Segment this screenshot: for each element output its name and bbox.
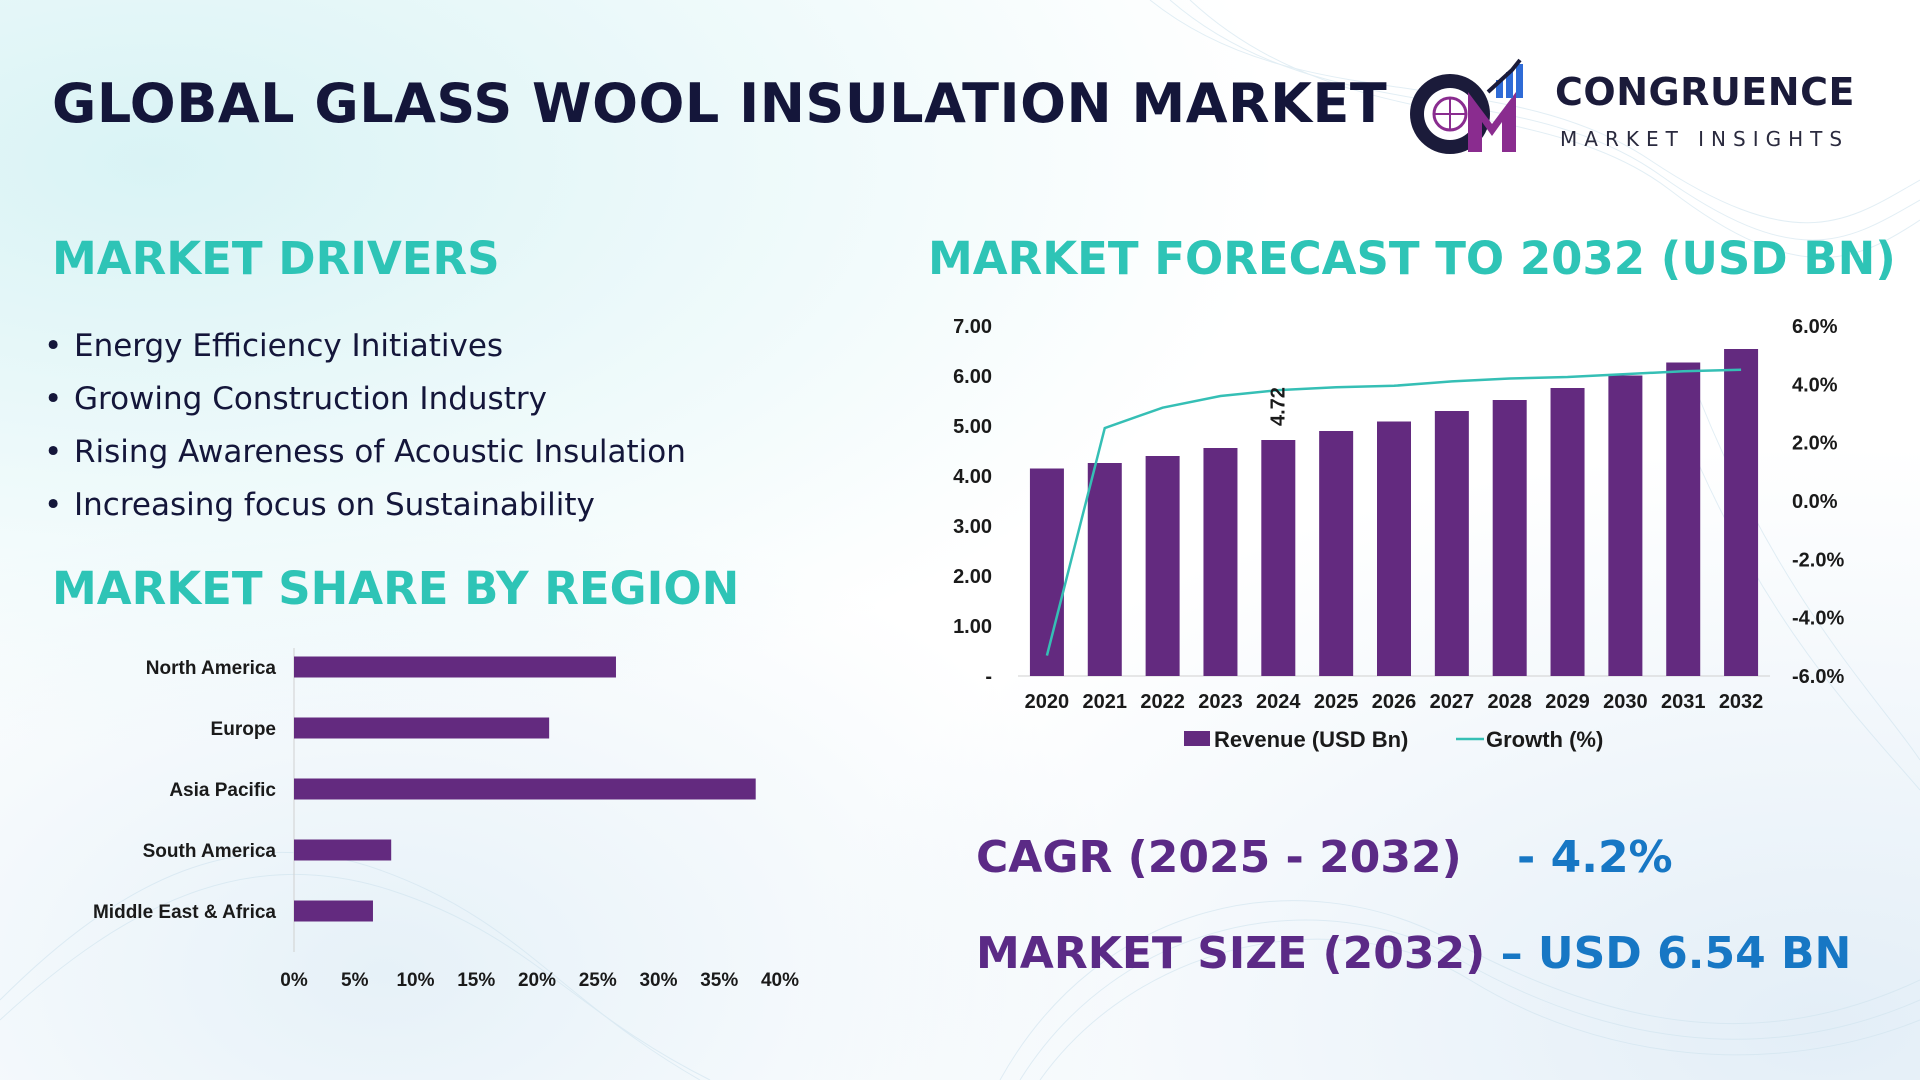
region-x-tick-label: 25% [579, 970, 617, 991]
logo-mark-icon [1410, 58, 1523, 154]
region-share-heading: MARKET SHARE BY REGION [52, 562, 740, 615]
revenue-bar [1377, 421, 1411, 676]
forecast-year-label: 2032 [1719, 691, 1764, 713]
cagr-label: CAGR (2025 - 2032) [976, 832, 1462, 883]
region-bar [294, 900, 373, 922]
company-logo: CONGRUENCE MARKET INSIGHTS [1400, 52, 1870, 162]
forecast-year-label: 2029 [1545, 691, 1590, 713]
forecast-left-tick-label: 3.00 [953, 516, 992, 538]
revenue-data-label: 4.72 [1267, 387, 1289, 426]
revenue-bar [1087, 463, 1122, 676]
revenue-bar [1724, 349, 1759, 676]
bullet-icon: • [44, 434, 63, 470]
forecast-heading: MARKET FORECAST TO 2032 (USD BN) [928, 232, 1896, 285]
revenue-bar [1203, 448, 1238, 676]
region-bar [294, 839, 392, 861]
region-bar [294, 778, 756, 800]
region-bar [294, 656, 616, 678]
forecast-left-tick-label: - [985, 666, 992, 688]
legend-swatch-revenue [1184, 731, 1210, 746]
forecast-right-tick-label: -2.0% [1792, 549, 1844, 571]
region-category-label: North America [146, 658, 277, 679]
forecast-year-label: 2020 [1025, 691, 1070, 713]
region-category-label: Europe [211, 719, 276, 740]
market-size-label: MARKET SIZE (2032) [976, 928, 1486, 979]
revenue-bar [1434, 411, 1469, 676]
forecast-year-label: 2031 [1661, 691, 1706, 713]
revenue-bar [1261, 440, 1296, 676]
forecast-right-tick-label: 6.0% [1792, 316, 1838, 338]
region-x-tick-label: 30% [639, 970, 677, 991]
forecast-year-label: 2021 [1083, 691, 1128, 713]
logo-subtitle: MARKET INSIGHTS [1560, 127, 1850, 151]
legend-label-revenue: Revenue (USD Bn) [1214, 727, 1408, 752]
driver-item: • Rising Awareness of Acoustic Insulation [44, 426, 686, 479]
revenue-bar [1666, 362, 1701, 676]
revenue-bar [1145, 456, 1180, 676]
forecast-right-tick-label: 2.0% [1792, 433, 1838, 455]
bullet-icon: • [44, 328, 63, 364]
forecast-right-tick-label: -4.0% [1792, 608, 1844, 630]
drivers-list: • Energy Efficiency Initiatives • Growing … [44, 320, 686, 532]
revenue-bar [1492, 400, 1527, 676]
forecast-left-tick-label: 7.00 [953, 316, 992, 338]
region-category-label: Asia Pacific [169, 780, 276, 801]
cagr-value: - 4.2% [1517, 832, 1673, 883]
forecast-left-tick-label: 1.00 [953, 616, 992, 638]
drivers-heading: MARKET DRIVERS [52, 232, 500, 285]
growth-line [1045, 368, 1742, 656]
forecast-year-label: 2027 [1430, 691, 1475, 713]
forecast-year-label: 2022 [1140, 691, 1185, 713]
region-bar [294, 717, 550, 739]
region-category-label: Middle East & Africa [93, 902, 276, 923]
forecast-year-label: 2026 [1372, 691, 1417, 713]
forecast-year-label: 2030 [1603, 691, 1648, 713]
market-size-value: – USD 6.54 BN [1500, 928, 1852, 979]
region-x-tick-label: 20% [518, 970, 556, 991]
forecast-right-tick-label: 0.0% [1792, 491, 1838, 513]
forecast-left-tick-label: 4.00 [953, 466, 992, 488]
revenue-bar [1029, 468, 1064, 676]
revenue-bar [1608, 375, 1643, 676]
region-category-label: South America [143, 841, 277, 862]
region-x-tick-label: 15% [457, 970, 495, 991]
region-x-tick-label: 5% [341, 970, 369, 991]
driver-item: • Energy Efficiency Initiatives [44, 320, 686, 373]
region-x-tick-label: 0% [280, 970, 308, 991]
forecast-year-label: 2024 [1256, 691, 1301, 713]
revenue-bar [1319, 431, 1354, 676]
bullet-icon: • [44, 381, 63, 417]
forecast-right-tick-label: 4.0% [1792, 374, 1838, 396]
bullet-icon: • [44, 487, 63, 523]
logo-name: CONGRUENCE [1555, 70, 1855, 114]
region-x-tick-label: 40% [761, 970, 799, 991]
forecast-left-tick-label: 6.00 [953, 366, 992, 388]
driver-item: • Growing Construction Industry [44, 373, 686, 426]
market-size-stat: MARKET SIZE (2032) – USD 6.54 BN [976, 928, 1851, 979]
revenue-bar [1550, 388, 1585, 676]
region-x-tick-label: 35% [700, 970, 738, 991]
legend-label-growth: Growth (%) [1486, 727, 1603, 752]
forecast-year-label: 2025 [1314, 691, 1359, 713]
forecast-left-tick-label: 2.00 [953, 566, 992, 588]
forecast-right-tick-label: -6.0% [1792, 666, 1844, 688]
page-title: GLOBAL GLASS WOOL INSULATION MARKET [52, 72, 1388, 135]
driver-item: • Increasing focus on Sustainability [44, 479, 686, 532]
forecast-year-label: 2023 [1198, 691, 1243, 713]
region-x-tick-label: 10% [396, 970, 434, 991]
forecast-year-label: 2028 [1487, 691, 1532, 713]
cagr-stat: CAGR (2025 - 2032) - 4.2% [976, 832, 1673, 883]
forecast-left-tick-label: 5.00 [953, 416, 992, 438]
